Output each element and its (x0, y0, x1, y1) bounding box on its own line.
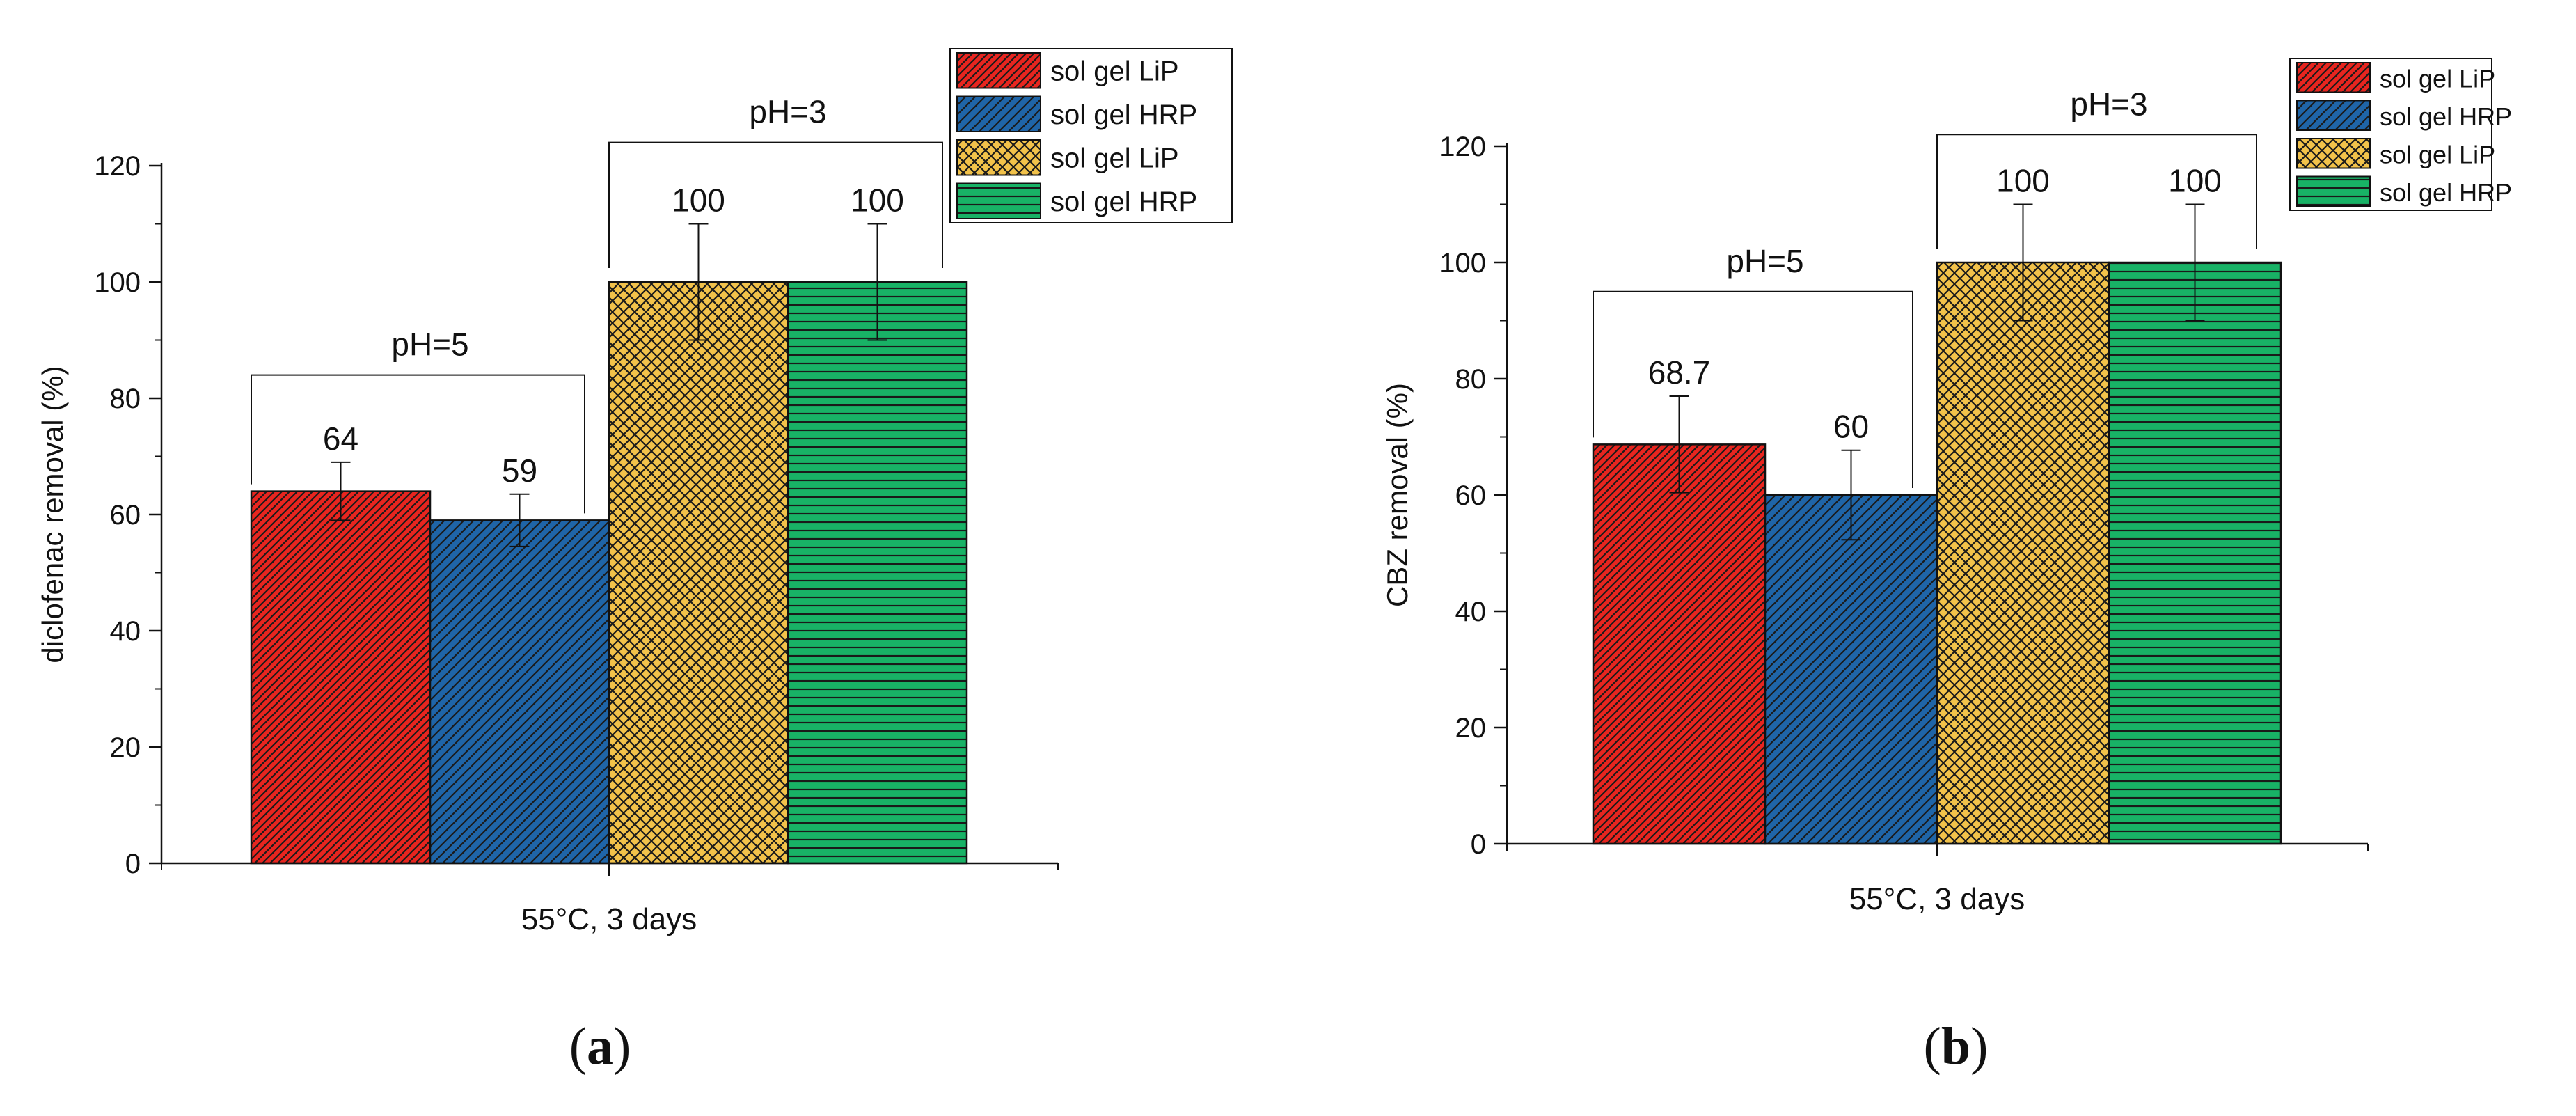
data-label-4: 100 (2168, 163, 2222, 199)
panel-label-a: (a) (569, 1017, 631, 1076)
bracket-2: pH=3 (608, 94, 943, 268)
bracket-label: pH=5 (1726, 243, 1803, 279)
legend-label: sol gel LiP (1050, 143, 1179, 173)
legend-item: sol gel HRP (956, 182, 1197, 219)
error-bar-1 (1669, 395, 1689, 494)
data-label-3: 100 (1996, 163, 2050, 199)
bars-group (250, 281, 968, 865)
axes-group: 0 20 40 60 80 100 120 (94, 151, 1059, 879)
data-label-4: 100 (851, 182, 904, 219)
brackets-group: pH=5 pH=3 (1593, 86, 2257, 488)
legend-swatch (2296, 175, 2371, 207)
error-bar-4 (2185, 203, 2205, 322)
y-tick-label: 100 (1439, 248, 1486, 278)
legend-swatch (2296, 62, 2371, 93)
x-axis-label: 55°C, 3 days (521, 902, 697, 936)
y-tick-label: 20 (1455, 713, 1487, 744)
legend-swatch (956, 95, 1041, 132)
legend-label: sol gel LiP (2380, 140, 2495, 168)
legend-label: sol gel HRP (1050, 100, 1197, 130)
bracket-1: pH=5 (251, 327, 585, 514)
legend: sol gel LiP sol gel HRP sol gel LiP sol gel… (949, 48, 1233, 223)
legend-item: sol gel HRP (956, 95, 1197, 132)
bracket-label: pH=3 (749, 94, 826, 130)
y-tick-label: 40 (110, 616, 141, 647)
y-tick-label: 120 (1439, 132, 1486, 162)
error-bar-2 (509, 493, 530, 547)
chart-panel-b: 68.7 60 100 100 0 20 40 60 80 100 120 pH=5 pH=3 so… (1381, 58, 2512, 1076)
y-tick-label: 60 (1455, 480, 1487, 511)
error-bars-group: 68.7 60 100 100 (1648, 163, 2222, 541)
legend: sol gel LiP sol gel HRP sol gel LiP sol gel… (2289, 58, 2512, 211)
bar-3 (1936, 261, 2110, 845)
y-tick-label: 120 (94, 151, 141, 182)
y-tick-label: 80 (1455, 364, 1487, 395)
error-bar-4 (867, 223, 887, 341)
x-axis-label: 55°C, 3 days (1849, 882, 2025, 916)
bars-group (1592, 261, 2282, 845)
bar-2 (1764, 494, 1938, 845)
legend-item: sol gel HRP (2296, 175, 2512, 207)
y-tick-label: 100 (94, 267, 141, 298)
axes-group: 0 20 40 60 80 100 120 (1439, 132, 2369, 860)
bar-4 (787, 281, 968, 865)
bracket-label: pH=3 (2070, 86, 2147, 122)
bar-1 (1592, 443, 1767, 845)
legend-swatch (956, 139, 1041, 176)
error-bar-3 (2013, 203, 2033, 322)
bar-2 (429, 519, 610, 865)
error-bars-group: 64 59 100 100 (323, 182, 904, 547)
bar-1 (250, 490, 432, 865)
legend-item: sol gel HRP (2296, 100, 2512, 131)
error-bar-3 (688, 223, 709, 341)
data-label-1: 68.7 (1648, 354, 1711, 391)
legend-item: sol gel LiP (956, 139, 1179, 176)
legend-item: sol gel LiP (2296, 62, 2495, 93)
legend-label: sol gel HRP (2380, 102, 2512, 131)
y-tick-label: 20 (110, 732, 141, 763)
legend-swatch (2296, 138, 2371, 169)
panel-label-b: (b) (1924, 1017, 1989, 1076)
chart-panel-a: 64 59 100 100 0 20 40 60 80 100 120 pH=5 pH=3 sol … (36, 48, 1233, 1076)
legend-label: sol gel LiP (2380, 64, 2495, 93)
error-bar-2 (1841, 449, 1861, 541)
legend-label: sol gel HRP (2380, 178, 2512, 207)
legend-swatch (2296, 100, 2371, 131)
legend-item: sol gel LiP (2296, 138, 2495, 169)
bar-3 (608, 281, 789, 865)
y-tick-label: 40 (1455, 597, 1487, 627)
bracket-1: pH=5 (1593, 243, 1913, 488)
legend-swatch (956, 182, 1041, 219)
brackets-group: pH=5 pH=3 (251, 94, 943, 514)
legend-item: sol gel LiP (956, 52, 1179, 89)
y-tick-label: 0 (125, 849, 141, 879)
legend-swatch (956, 52, 1041, 89)
bar-4 (2108, 261, 2282, 845)
y-tick-label: 60 (110, 500, 141, 531)
legend-label: sol gel LiP (1050, 56, 1179, 86)
y-axis-label: diclofenac removal (%) (36, 366, 69, 663)
y-tick-label: 0 (1471, 829, 1486, 860)
legend-label: sol gel HRP (1050, 187, 1197, 217)
data-label-3: 100 (672, 182, 725, 219)
bracket-2: pH=3 (1936, 86, 2257, 249)
y-tick-label: 80 (110, 384, 141, 414)
data-label-2: 59 (502, 453, 537, 489)
data-label-2: 60 (1833, 409, 1869, 445)
y-axis-label: CBZ removal (%) (1381, 383, 1414, 607)
error-bar-1 (331, 461, 351, 521)
data-label-1: 64 (323, 421, 358, 457)
bracket-label: pH=5 (391, 327, 468, 363)
